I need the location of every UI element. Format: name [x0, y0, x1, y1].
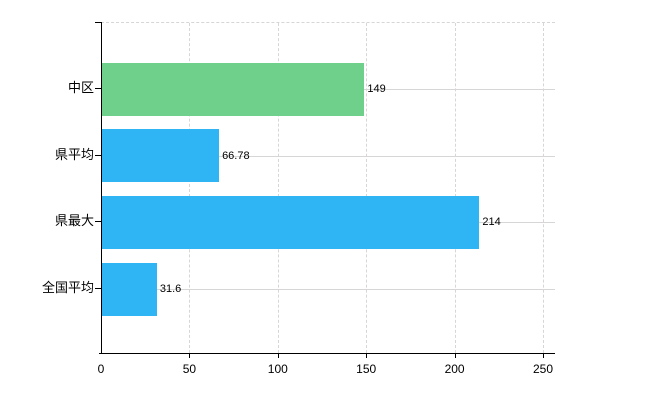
- bar-value-label: 31.6: [159, 283, 182, 295]
- x-axis-tick-label: 50: [182, 362, 197, 376]
- y-axis-tick: [95, 288, 101, 289]
- vertical-gridline: [543, 23, 544, 353]
- horizontal-gridline: [101, 289, 555, 290]
- vertical-gridline: [366, 23, 368, 353]
- bar-1: [101, 62, 365, 116]
- bar-value-label: 66.78: [222, 149, 250, 162]
- x-axis-tick-label: 250: [532, 362, 554, 376]
- category-label: 県最大: [54, 213, 94, 229]
- x-axis-tick: [189, 354, 191, 358]
- vertical-gridline: [454, 23, 456, 353]
- bar-value-label: 214: [482, 216, 501, 229]
- x-axis-tick-label: 200: [444, 362, 465, 376]
- y-axis-line: [101, 22, 102, 353]
- bar-value-label: 149: [367, 83, 386, 95]
- x-axis-tick-label: 100: [267, 362, 288, 376]
- y-axis-tick: [95, 88, 101, 89]
- bar-4: [101, 262, 157, 316]
- vertical-gridline: [277, 23, 279, 353]
- category-label: 全国平均: [41, 280, 94, 295]
- x-axis-tick-label: 0: [97, 362, 105, 376]
- plot-area: 149 66.78 214 31.6: [101, 22, 555, 353]
- category-label: 中区: [67, 80, 94, 95]
- bar-2: [101, 129, 220, 183]
- bar-3: [101, 195, 480, 249]
- category-label: 県平均: [54, 146, 94, 162]
- y-axis-tick: [95, 154, 101, 156]
- x-axis-tick: [366, 354, 368, 358]
- x-axis-tick: [543, 354, 544, 358]
- x-axis-line: [99, 353, 555, 354]
- horizontal-gridline: [101, 155, 555, 157]
- y-axis-tick: [95, 221, 101, 223]
- x-axis-tick: [277, 354, 279, 358]
- y-axis-tick: [95, 22, 101, 23]
- x-axis-tick: [454, 354, 456, 358]
- x-axis-tick-label: 150: [356, 362, 377, 376]
- vertical-gridline: [189, 23, 191, 353]
